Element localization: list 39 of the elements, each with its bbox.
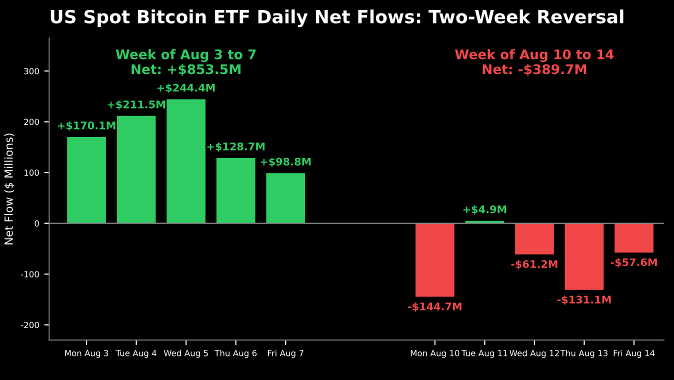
- bar: [614, 223, 654, 253]
- bar: [216, 158, 256, 224]
- data-label: -$131.1M: [557, 295, 611, 305]
- x-tick-label: Mon Aug 10: [410, 350, 460, 358]
- data-label: +$244.4M: [158, 84, 215, 94]
- bar: [116, 116, 156, 224]
- chart-title: US Spot Bitcoin ETF Daily Net Flows: Two-Week Reversal: [50, 10, 624, 28]
- data-label: -$144.7M: [408, 302, 462, 312]
- bar: [166, 99, 206, 224]
- x-tick-label: Wed Aug 12: [510, 350, 559, 358]
- annotation: Week of Aug 3 to 7 Net: +$853.5M: [116, 49, 256, 76]
- data-label: -$61.2M: [511, 260, 558, 270]
- x-tick-label: Fri Aug 7: [268, 350, 304, 358]
- x-tick-label: Fri Aug 14: [614, 350, 655, 358]
- data-label: +$211.5M: [108, 100, 165, 110]
- bar: [266, 173, 306, 224]
- x-tick-label: Thu Aug 13: [560, 350, 608, 358]
- data-label: +$128.7M: [207, 142, 265, 152]
- x-tick-label: Mon Aug 3: [65, 350, 108, 358]
- x-tick-label: Tue Aug 4: [116, 350, 156, 358]
- data-label: -$57.6M: [610, 258, 657, 268]
- bar: [67, 136, 106, 224]
- data-label: +$98.8M: [260, 158, 311, 167]
- bar: [564, 223, 604, 290]
- bar: [416, 223, 454, 297]
- x-tick-label: Thu Aug 6: [214, 350, 257, 358]
- data-label: +$4.9M: [463, 205, 506, 215]
- y-tick-label: -200: [20, 322, 39, 328]
- x-tick-label: Wed Aug 5: [164, 350, 208, 358]
- y-tick-label: 300: [24, 68, 39, 74]
- x-tick-label: Tue Aug 11: [461, 350, 508, 358]
- y-tick-label: 200: [24, 118, 39, 126]
- data-label: +$170.1M: [58, 121, 116, 131]
- y-tick-label: 0: [34, 220, 39, 227]
- y-tick-label: 100: [24, 170, 39, 176]
- bar: [515, 223, 554, 254]
- y-axis-title: Net Flow ($ Millions): [4, 134, 14, 244]
- annotation: Week of Aug 10 to 14 Net: -$389.7M: [455, 49, 614, 76]
- y-tick-label: -100: [20, 271, 39, 278]
